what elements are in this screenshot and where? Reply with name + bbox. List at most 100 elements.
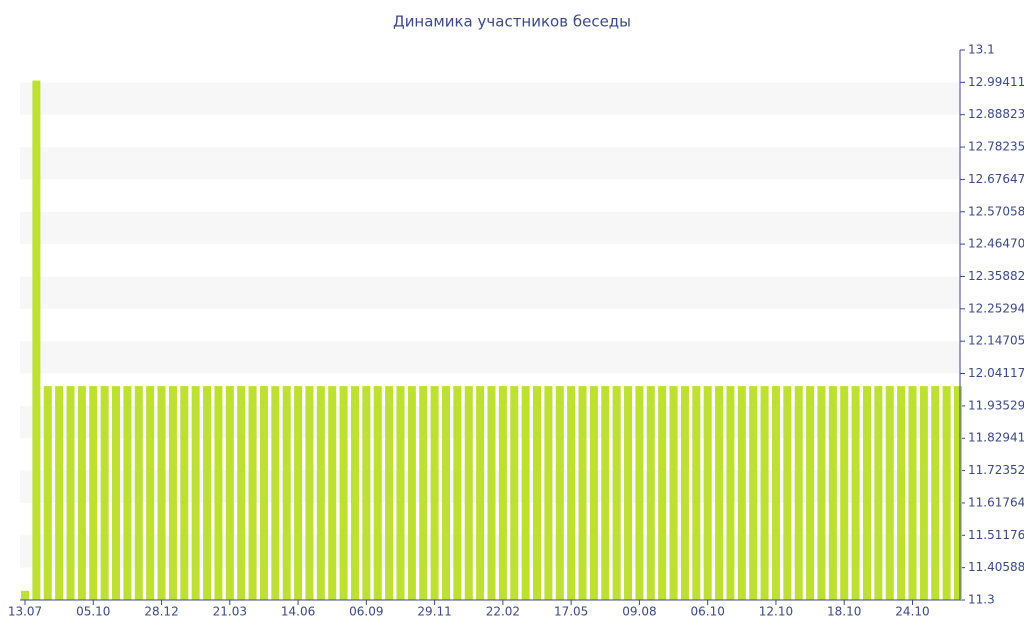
bar xyxy=(112,386,121,600)
bar xyxy=(214,386,223,600)
y-tick-label: 11.82941 xyxy=(968,431,1024,445)
bar xyxy=(589,386,598,600)
bar xyxy=(305,386,314,600)
bar xyxy=(66,386,75,600)
bar xyxy=(498,386,507,600)
grid-band xyxy=(20,147,960,180)
bar xyxy=(225,386,234,600)
y-tick-label: 11.72352 xyxy=(968,463,1024,477)
bar xyxy=(919,386,928,600)
bar xyxy=(385,386,394,600)
bar xyxy=(567,386,576,600)
bar xyxy=(55,386,64,600)
bar xyxy=(476,386,485,600)
y-tick-label: 11.93529 xyxy=(968,398,1024,412)
x-tick-label: 09.08 xyxy=(622,605,656,619)
bar xyxy=(294,386,303,600)
y-tick-label: 12.25294 xyxy=(968,301,1024,315)
bar xyxy=(874,386,883,600)
x-tick-label: 29.11 xyxy=(417,605,451,619)
bar xyxy=(248,386,257,600)
bar xyxy=(168,386,177,600)
bar xyxy=(180,386,189,600)
y-tick-label: 12.04117 xyxy=(968,366,1024,380)
bar xyxy=(441,386,450,600)
bar xyxy=(544,386,553,600)
bar xyxy=(578,386,587,600)
bar xyxy=(760,386,769,600)
bar xyxy=(737,386,746,600)
bar xyxy=(191,386,200,600)
bar xyxy=(510,386,519,600)
bar xyxy=(259,386,268,600)
x-tick-label: 17.05 xyxy=(554,605,588,619)
bar xyxy=(942,386,951,600)
x-tick-label: 05.10 xyxy=(76,605,110,619)
bar xyxy=(157,386,166,600)
y-tick-label: 13.1 xyxy=(968,43,995,57)
bar xyxy=(237,386,246,600)
bar xyxy=(533,386,542,600)
bar xyxy=(430,386,439,600)
y-tick-label: 11.3 xyxy=(968,593,995,607)
bar xyxy=(89,386,98,600)
grid-band xyxy=(20,82,960,115)
bar xyxy=(703,386,712,600)
bar xyxy=(77,386,86,600)
bar xyxy=(21,590,29,600)
bar xyxy=(635,386,644,600)
bar xyxy=(282,386,291,600)
bar xyxy=(908,386,917,600)
bar xyxy=(100,386,109,600)
y-tick-label: 12.46470 xyxy=(968,237,1024,251)
bar xyxy=(146,386,155,600)
grid-band xyxy=(20,211,960,245)
bar xyxy=(794,386,803,600)
bar xyxy=(271,386,280,600)
bar xyxy=(316,386,325,600)
grid-band xyxy=(20,276,960,309)
bar xyxy=(453,386,462,600)
bar xyxy=(771,386,780,600)
bar xyxy=(783,386,792,600)
x-tick-label: 14.06 xyxy=(281,605,315,619)
bar xyxy=(407,386,416,600)
bar xyxy=(680,386,689,600)
bar xyxy=(43,386,52,600)
x-tick-label: 12.10 xyxy=(759,605,793,619)
y-tick-label: 12.35882 xyxy=(968,269,1024,283)
bar xyxy=(851,386,860,600)
x-tick-label: 06.09 xyxy=(349,605,383,619)
y-tick-label: 12.57058 xyxy=(968,204,1024,218)
bar xyxy=(521,386,530,600)
bar xyxy=(669,386,678,600)
bar xyxy=(612,386,621,600)
bar xyxy=(362,386,371,600)
y-tick-label: 12.67647 xyxy=(968,172,1024,186)
bar xyxy=(624,386,633,600)
bar xyxy=(806,386,815,600)
bar xyxy=(328,386,337,600)
y-tick-label: 11.51176 xyxy=(968,528,1024,542)
bar xyxy=(419,386,428,600)
y-tick-label: 11.40588 xyxy=(968,560,1024,574)
y-tick-label: 12.99411 xyxy=(968,75,1024,89)
bar xyxy=(555,386,564,600)
bar xyxy=(373,386,382,600)
bar xyxy=(862,386,871,600)
bar xyxy=(897,386,906,600)
x-tick-label: 18.10 xyxy=(827,605,861,619)
x-tick-label: 13.07 xyxy=(8,605,42,619)
bar xyxy=(134,386,143,600)
y-tick-label: 11.61764 xyxy=(968,495,1024,509)
bar xyxy=(885,386,894,600)
bar xyxy=(123,386,132,600)
bar xyxy=(840,386,849,600)
grid-band xyxy=(20,341,960,374)
bar xyxy=(487,386,496,600)
x-tick-label: 22.02 xyxy=(486,605,520,619)
bar xyxy=(749,386,758,600)
bar xyxy=(32,80,41,601)
